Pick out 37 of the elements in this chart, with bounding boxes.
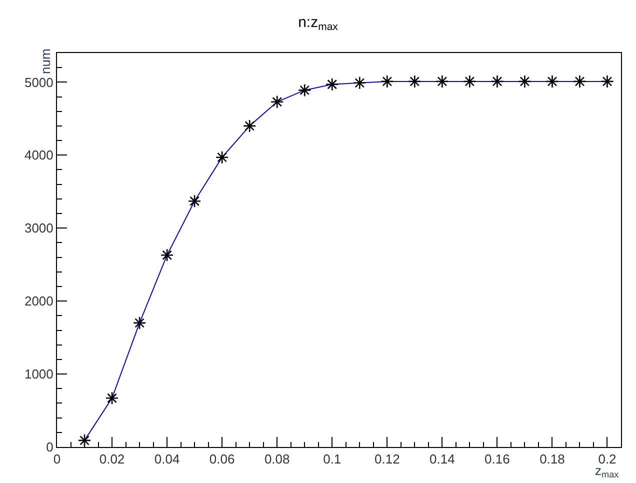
x-tick-label: 0.18 [540,452,565,467]
y-tick-label: 3000 [24,220,54,236]
x-tick-label: 0.16 [484,452,510,467]
point [105,391,119,405]
point [546,74,559,88]
chart-title: n:z$_{max}$ [298,14,339,34]
x-tick-label: 0.02 [99,452,125,467]
x-tick-label: 0.12 [374,452,400,467]
point [78,434,92,447]
point [573,74,586,88]
y-tick-label: 1000 [24,366,54,382]
point [270,95,284,109]
point [132,316,146,330]
y-tick-label: 5000 [24,74,54,90]
point [490,74,504,88]
y-tick-label: 4000 [24,148,54,163]
point [463,74,476,88]
point [215,150,229,164]
point [436,74,449,88]
point [188,194,202,208]
x-tick-label: 0.08 [264,452,290,467]
x-tick-label: 0.06 [209,452,235,467]
point [298,84,312,97]
y-tick-label: 0 [46,440,54,455]
x-tick-label: 0.14 [430,452,455,467]
point [518,74,532,88]
point [600,74,614,88]
y-axis-title: num [38,48,53,74]
point [242,119,256,133]
x-tick-label: 0.1 [323,452,342,467]
point [160,248,174,262]
point [380,74,394,88]
point [352,76,366,90]
point [408,74,422,88]
point [325,78,339,92]
x-tick-label: 0.04 [154,452,180,467]
y-tick-label: 2000 [24,294,54,309]
